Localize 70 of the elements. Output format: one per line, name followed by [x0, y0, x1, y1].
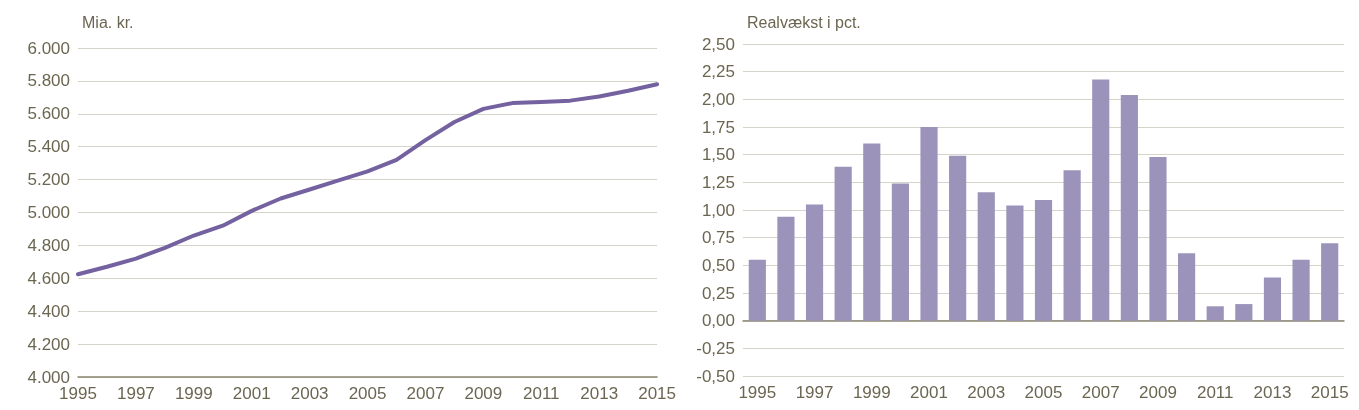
x-tick-label: 2001 — [910, 383, 948, 402]
bar — [748, 259, 766, 321]
bar — [1321, 243, 1339, 321]
y-tick-label: -0,50 — [696, 366, 735, 386]
x-tick-label: 2015 — [638, 384, 676, 403]
y-tick-label: -0,25 — [696, 338, 735, 358]
y-tick-label: 1,25 — [701, 172, 735, 192]
bar — [1120, 94, 1138, 321]
x-tick-label: 2005 — [1024, 383, 1063, 402]
x-tick-label: 1995 — [738, 383, 777, 402]
bar — [977, 192, 995, 321]
bar — [1178, 253, 1196, 321]
y-tick-label: 4.600 — [27, 268, 70, 288]
x-tick-label: 2001 — [232, 384, 271, 403]
x-tick-label: 1997 — [795, 383, 834, 402]
y-tick-label: 4.200 — [27, 334, 70, 354]
y-tick-label: 4.800 — [27, 235, 70, 255]
x-tick-label: 2013 — [580, 384, 619, 403]
y-axis-title: Mia. kr. — [82, 13, 134, 31]
bar — [863, 143, 881, 321]
y-tick-label: 0,25 — [701, 283, 735, 303]
x-tick-label: 2015 — [1310, 383, 1349, 402]
bar — [1206, 306, 1224, 321]
x-tick-label: 2007 — [406, 384, 445, 403]
x-tick-label: 2009 — [1139, 383, 1177, 402]
y-tick-label: 5.200 — [27, 170, 70, 190]
bar — [1235, 304, 1253, 321]
y-tick-label: 2,25 — [701, 62, 735, 82]
bar — [1063, 170, 1081, 321]
bar — [920, 127, 938, 321]
y-tick-label: 5.800 — [27, 71, 70, 91]
x-tick-label: 2013 — [1253, 383, 1292, 402]
bar — [1292, 259, 1310, 321]
bar — [834, 166, 852, 321]
y-tick-label: 5.600 — [27, 104, 70, 124]
y-tick-label: 1,75 — [701, 117, 735, 137]
bar — [1149, 156, 1167, 321]
line-series — [76, 82, 660, 277]
x-tick-label: 2003 — [967, 383, 1006, 402]
bar — [1006, 205, 1024, 321]
y-tick-label: 5.400 — [27, 137, 70, 157]
y-tick-label: 5.000 — [27, 203, 70, 222]
x-tick-label: 2011 — [522, 384, 560, 403]
y-tick-label: 4.400 — [27, 301, 70, 321]
x-tick-label: 1999 — [852, 383, 891, 402]
y-tick-label: 6.000 — [27, 38, 70, 58]
y-tick-label: 0,00 — [701, 311, 735, 331]
y-tick-label: 2,00 — [701, 89, 735, 109]
x-tick-label: 1999 — [174, 384, 213, 403]
x-tick-label: 2005 — [348, 384, 387, 403]
x-tick-label: 1997 — [117, 384, 155, 403]
y-tick-label: 0,50 — [701, 255, 735, 275]
bar — [1092, 79, 1110, 321]
y-tick-label: 4.000 — [27, 367, 70, 387]
bar — [805, 204, 824, 321]
bar — [891, 183, 909, 321]
y-tick-label: 0,75 — [701, 228, 735, 248]
bar — [1263, 277, 1282, 321]
x-tick-label: 2003 — [290, 384, 329, 403]
y-tick-label: 2,50 — [701, 34, 735, 54]
bar — [777, 216, 795, 321]
y-axis-title: Realvækst i pct. — [747, 13, 861, 31]
y-tick-label: 1,50 — [701, 145, 735, 165]
bar — [949, 155, 967, 321]
x-tick-label: 1995 — [59, 384, 97, 403]
x-tick-label: 2009 — [464, 384, 503, 403]
x-tick-label: 2007 — [1081, 383, 1120, 402]
y-tick-label: 1,00 — [701, 200, 735, 220]
x-tick-label: 2011 — [1196, 383, 1234, 402]
bar — [1034, 200, 1053, 321]
